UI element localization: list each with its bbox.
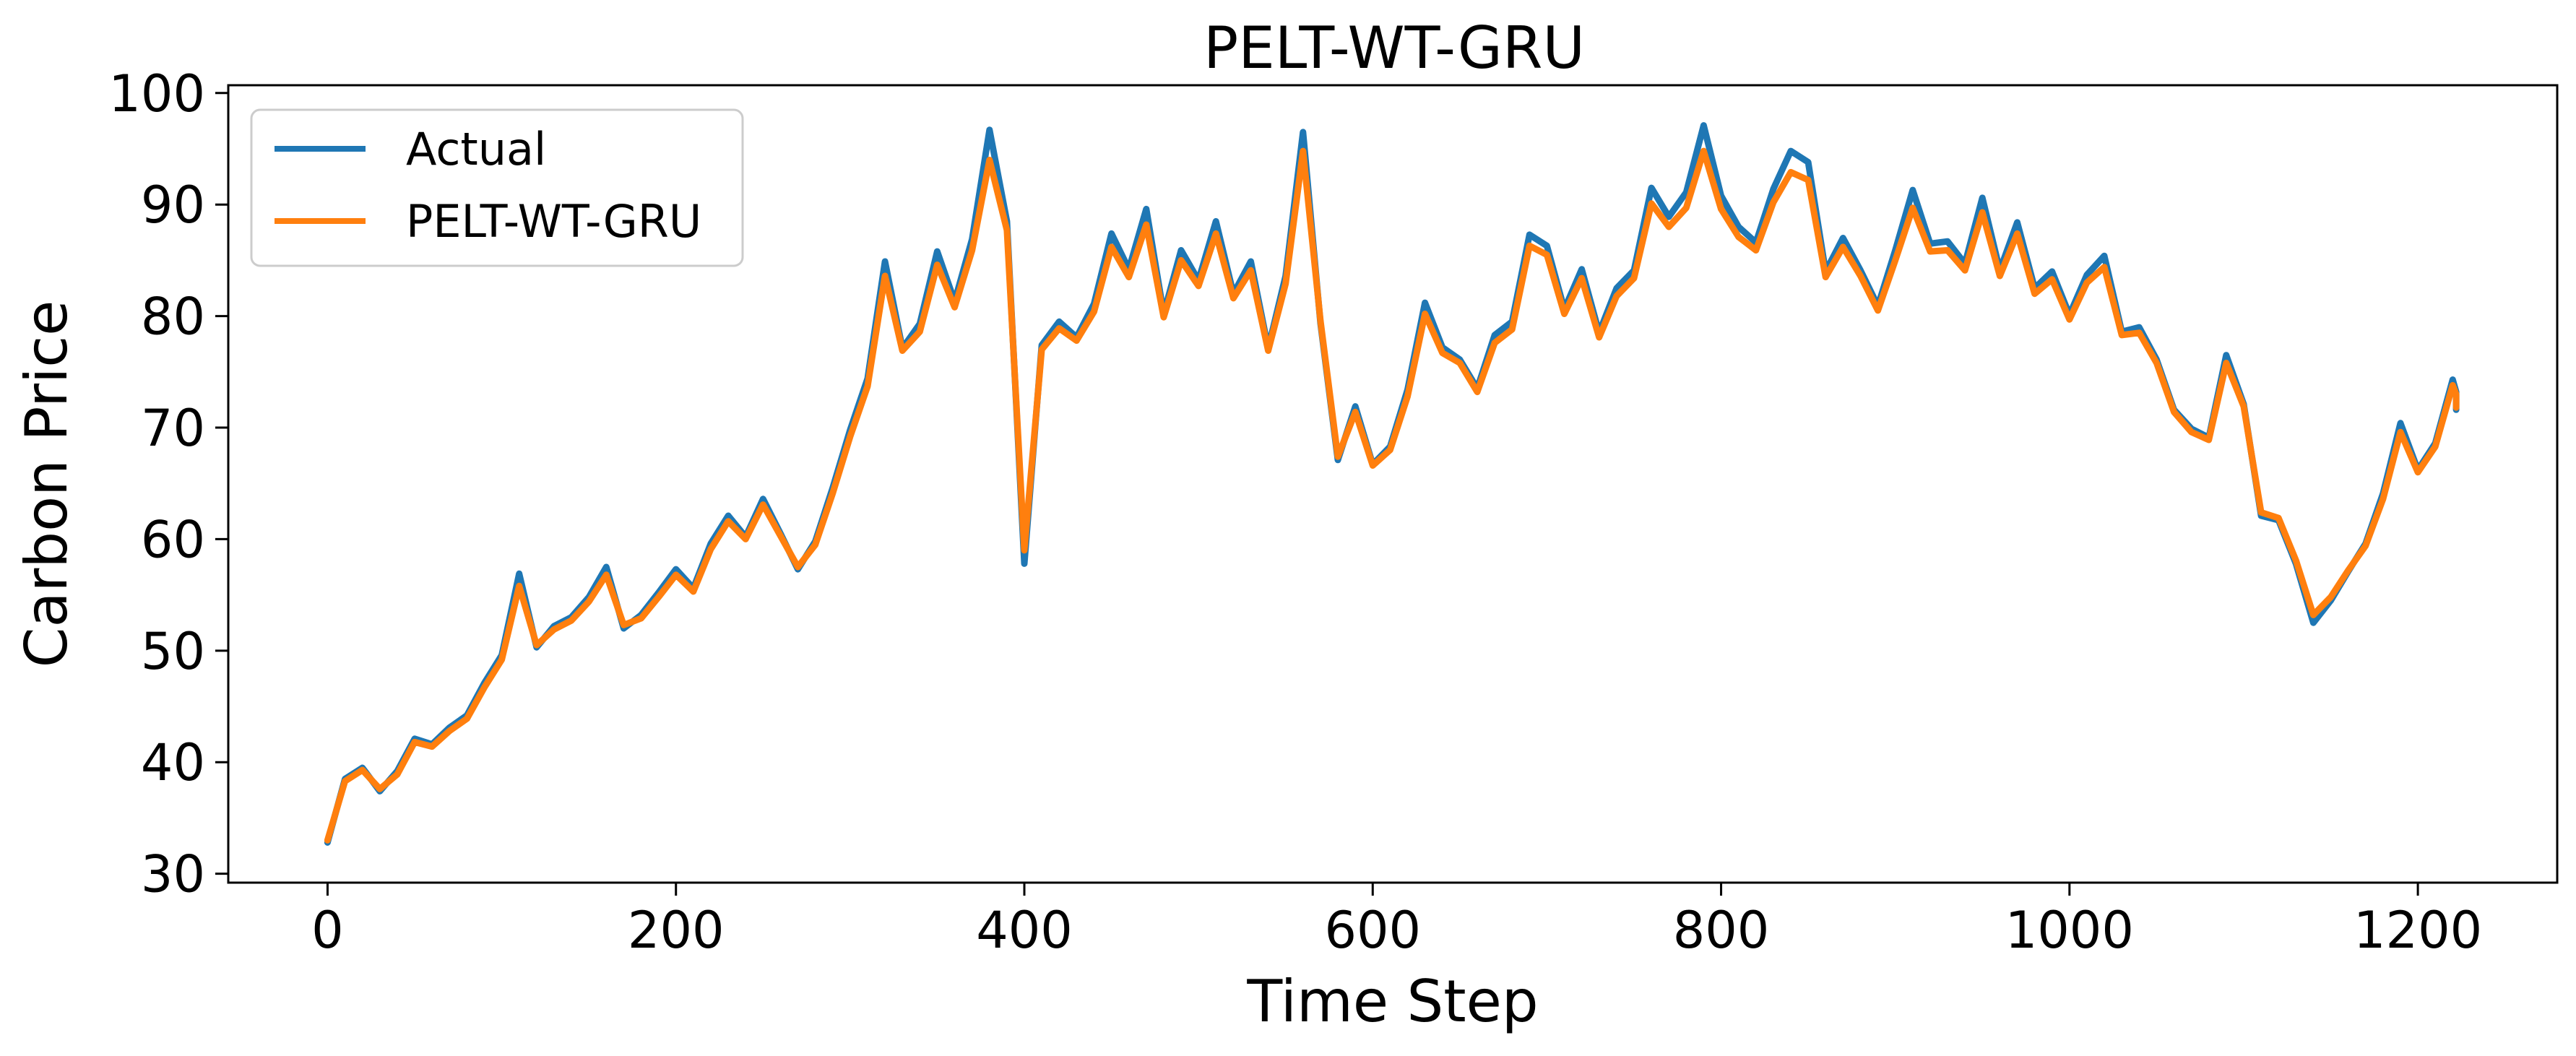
x-tick-label: 200 <box>628 901 725 960</box>
chart-title: PELT-WT-GRU <box>1203 14 1585 82</box>
axes-frame <box>227 84 2559 884</box>
plot-area: 0 200 400 600 800 1000 1200 30 40 50 60 70 80 90 100 <box>108 64 2559 960</box>
y-tick-label: 80 <box>141 287 205 347</box>
x-tick-label: 800 <box>1673 901 1770 960</box>
legend-box <box>250 108 744 267</box>
series-line-pelt-wt-gru <box>324 147 2460 844</box>
y-tick-label: 90 <box>141 176 205 235</box>
x-tick-label: 1200 <box>2354 901 2482 960</box>
y-tick-label: 70 <box>141 399 205 458</box>
y-axis: 30 40 50 60 70 80 90 100 <box>108 64 228 904</box>
y-tick-label: 50 <box>141 622 205 681</box>
x-axis: 0 200 400 600 800 1000 1200 <box>311 883 2482 960</box>
y-axis-title: Carbon Price <box>13 300 80 668</box>
legend: Actual PELT-WT-GRU <box>250 108 744 267</box>
legend-label-pelt-wt-gru: PELT-WT-GRU <box>406 195 701 248</box>
x-axis-title: Time Step <box>1246 968 1538 1035</box>
y-tick-label: 30 <box>141 845 205 904</box>
legend-label-actual: Actual <box>406 123 546 176</box>
x-tick-label: 600 <box>1324 901 1421 960</box>
y-tick-label: 40 <box>141 733 205 792</box>
series-layer <box>324 122 2460 846</box>
y-tick-label: 100 <box>108 64 205 124</box>
x-tick-label: 400 <box>976 901 1073 960</box>
x-tick-label: 1000 <box>2005 901 2134 960</box>
y-tick-label: 60 <box>141 510 205 569</box>
x-tick-label: 0 <box>311 901 344 960</box>
